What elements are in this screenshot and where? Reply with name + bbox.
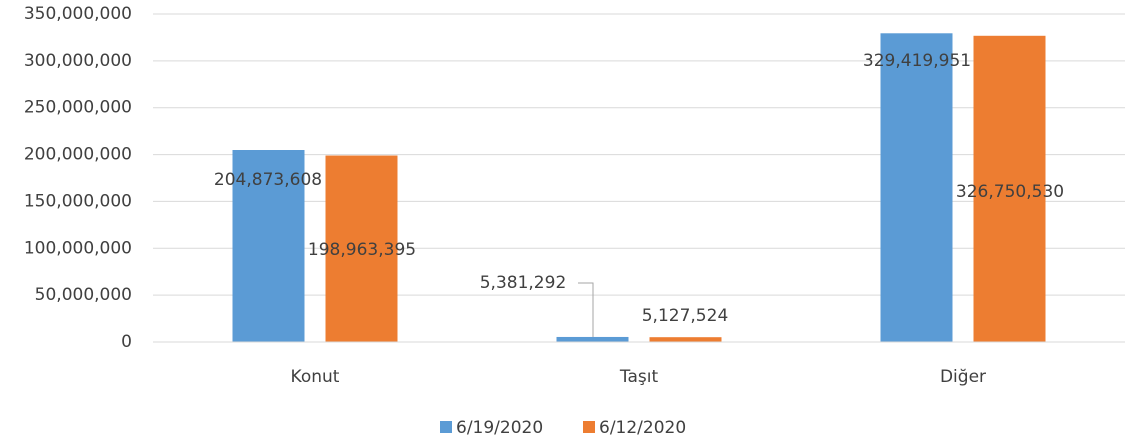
bar: [880, 33, 953, 343]
y-tick-label: 50,000,000: [35, 285, 132, 305]
y-tick-label: 250,000,000: [24, 98, 132, 118]
y-tick-label: 0: [121, 332, 132, 352]
x-tick-label: Taşıt: [619, 367, 659, 387]
legend-label: 6/12/2020: [599, 418, 686, 438]
x-tick-label: Konut: [291, 367, 340, 387]
data-label: 5,127,524: [642, 306, 729, 326]
bar: [649, 337, 722, 342]
data-label: 5,381,292: [480, 273, 567, 293]
leader-line: [578, 282, 594, 337]
legend-swatch: [440, 421, 452, 433]
y-tick-label: 100,000,000: [24, 238, 132, 258]
legend-label: 6/19/2020: [456, 418, 543, 438]
data-label: 204,873,608: [214, 170, 322, 190]
data-label: 198,963,395: [308, 240, 416, 260]
data-label: 329,419,951: [863, 51, 971, 71]
y-tick-label: 200,000,000: [24, 145, 132, 165]
x-tick-label: Diğer: [940, 367, 986, 387]
y-tick-label: 350,000,000: [24, 4, 132, 24]
legend-swatch: [583, 421, 595, 433]
y-tick-label: 150,000,000: [24, 191, 132, 211]
y-tick-label: 300,000,000: [24, 51, 132, 71]
bar: [556, 336, 629, 342]
bar: [973, 35, 1046, 342]
bar: [325, 155, 398, 342]
bar: [232, 150, 305, 342]
data-label: 326,750,530: [956, 182, 1064, 202]
